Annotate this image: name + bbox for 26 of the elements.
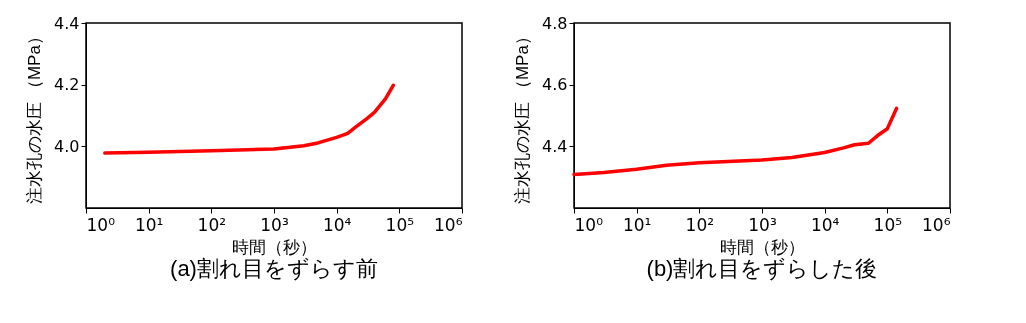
y-axis-title: 注水孔の水圧 （MPa）: [513, 28, 533, 204]
y-tick-label: 4.2: [54, 75, 80, 95]
y-tick-label: 4.8: [542, 13, 568, 33]
x-tick-label: 10⁶: [434, 214, 463, 235]
x-tick-label: 10⁴: [322, 214, 352, 235]
y-axis-title: 注水孔の水圧 （MPa）: [25, 28, 45, 204]
x-tick-label: 10⁰: [574, 214, 604, 235]
y-tick-label: 4.6: [542, 75, 568, 95]
x-tick-label: 10²: [197, 214, 227, 235]
x-tick-label: 10²: [685, 214, 715, 235]
x-tick-label: 10³: [748, 214, 777, 235]
y-tick-label: 4.4: [542, 136, 568, 156]
x-tick-label: 10⁵: [385, 214, 415, 235]
x-axis-title: 時間（秒）: [720, 237, 805, 257]
y-tick-label: 4.4: [54, 13, 80, 33]
x-tick-label: 10⁴: [810, 214, 840, 235]
x-tick-label: 10⁰: [86, 214, 116, 235]
text: (b)割れ目をずらした後: [646, 256, 878, 281]
x-tick-label: 10⁵: [873, 214, 903, 235]
x-tick-label: 10³: [260, 214, 289, 235]
x-tick-label: 10¹: [622, 214, 652, 235]
x-tick-label: 10⁶: [922, 214, 951, 235]
y-tick-label: 4.0: [54, 136, 80, 156]
x-axis-title: 時間（秒）: [232, 237, 317, 257]
text: (a)割れ目をずらす前: [170, 256, 378, 281]
x-tick-label: 10¹: [134, 214, 164, 235]
